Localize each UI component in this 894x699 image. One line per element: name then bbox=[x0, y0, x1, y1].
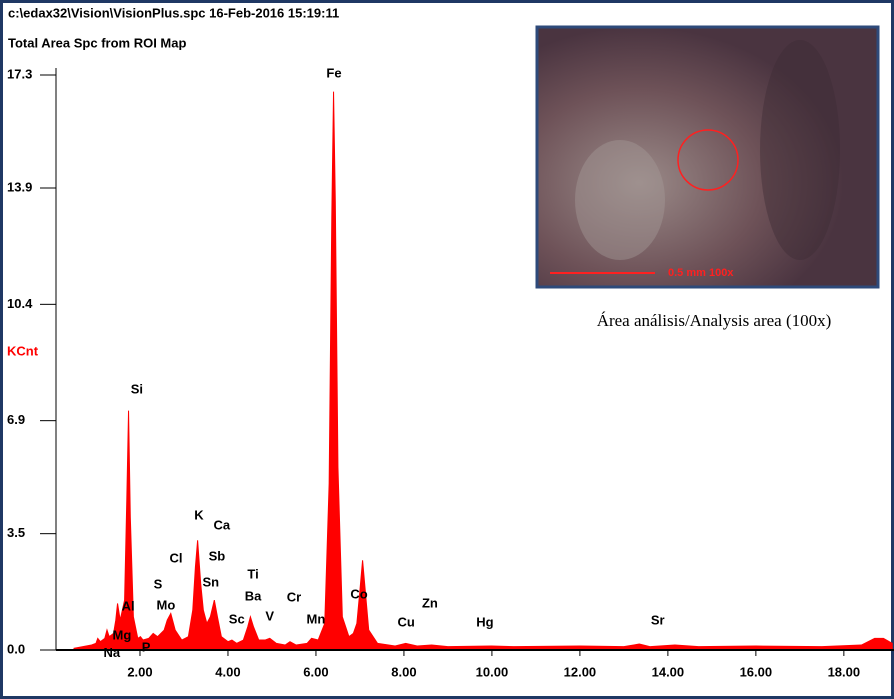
peak-label: Sr bbox=[651, 613, 665, 628]
peak-label: Sc bbox=[229, 612, 245, 627]
spectrum bbox=[73, 91, 893, 651]
peak-label: Co bbox=[350, 587, 367, 602]
file-title: c:\edax32\Vision\VisionPlus.spc 16-Feb-2… bbox=[8, 5, 339, 20]
inset-caption: Área análisis/Analysis area (100x) bbox=[597, 311, 832, 330]
subtitle: Total Area Spc from ROI Map bbox=[8, 35, 186, 50]
peak-label: S bbox=[154, 576, 163, 591]
y-tick-label: 0.0 bbox=[7, 641, 25, 656]
x-tick-label: 4.00 bbox=[215, 664, 240, 679]
peak-label: Cl bbox=[170, 550, 183, 565]
peak-label: Hg bbox=[476, 615, 493, 630]
peak-label: Mo bbox=[157, 598, 176, 613]
micrograph bbox=[535, 25, 880, 289]
peak-label: Cu bbox=[397, 615, 414, 630]
analysis-circle bbox=[677, 129, 739, 191]
y-label: KCnt bbox=[7, 343, 39, 358]
peak-label: Ti bbox=[247, 566, 258, 581]
y-tick-label: 17.3 bbox=[7, 66, 32, 81]
x-tick-label: 18.00 bbox=[828, 664, 861, 679]
texture bbox=[760, 40, 840, 260]
scale-label: 0.5 mm 100x bbox=[668, 267, 734, 279]
peak-label: P bbox=[142, 639, 151, 654]
x-tick-label: 10.00 bbox=[476, 664, 509, 679]
peak-label: Sb bbox=[209, 548, 226, 563]
peak-label: Ca bbox=[213, 517, 230, 532]
x-tick-label: 14.00 bbox=[652, 664, 685, 679]
peak-label: Na bbox=[104, 645, 121, 660]
peak-label: Ba bbox=[245, 589, 262, 604]
y-tick-label: 13.9 bbox=[7, 179, 32, 194]
peak-label: K bbox=[194, 507, 204, 522]
x-tick-label: 16.00 bbox=[740, 664, 773, 679]
plot: 0.0 3.5 6.9 10.4 13.9 17.3 2.00 4.00 6.00 8.00 10.… bbox=[7, 65, 894, 679]
y-tick-label: 6.9 bbox=[7, 412, 25, 427]
x-tick-label: 8.00 bbox=[391, 664, 416, 679]
x-tick-label: 12.00 bbox=[564, 664, 597, 679]
peak-label: Cr bbox=[287, 590, 301, 605]
peak-label: V bbox=[265, 609, 274, 624]
y-tick-label: 10.4 bbox=[7, 296, 33, 311]
x-tick-label: 2.00 bbox=[127, 664, 152, 679]
peak-label: Sn bbox=[202, 574, 219, 589]
peak-label: Mg bbox=[113, 627, 132, 642]
texture bbox=[575, 140, 665, 260]
peak-label: Zn bbox=[422, 596, 438, 611]
x-tick-label: 6.00 bbox=[303, 664, 328, 679]
y-tick-label: 3.5 bbox=[7, 525, 25, 540]
peak-label: Mn bbox=[307, 612, 326, 627]
inset: 0.5 mm 100x Área análisis/Analysis area … bbox=[535, 25, 880, 330]
peak-label: Al bbox=[122, 599, 135, 614]
peak-label: Fe bbox=[326, 65, 341, 80]
peak-label: Si bbox=[131, 382, 143, 397]
